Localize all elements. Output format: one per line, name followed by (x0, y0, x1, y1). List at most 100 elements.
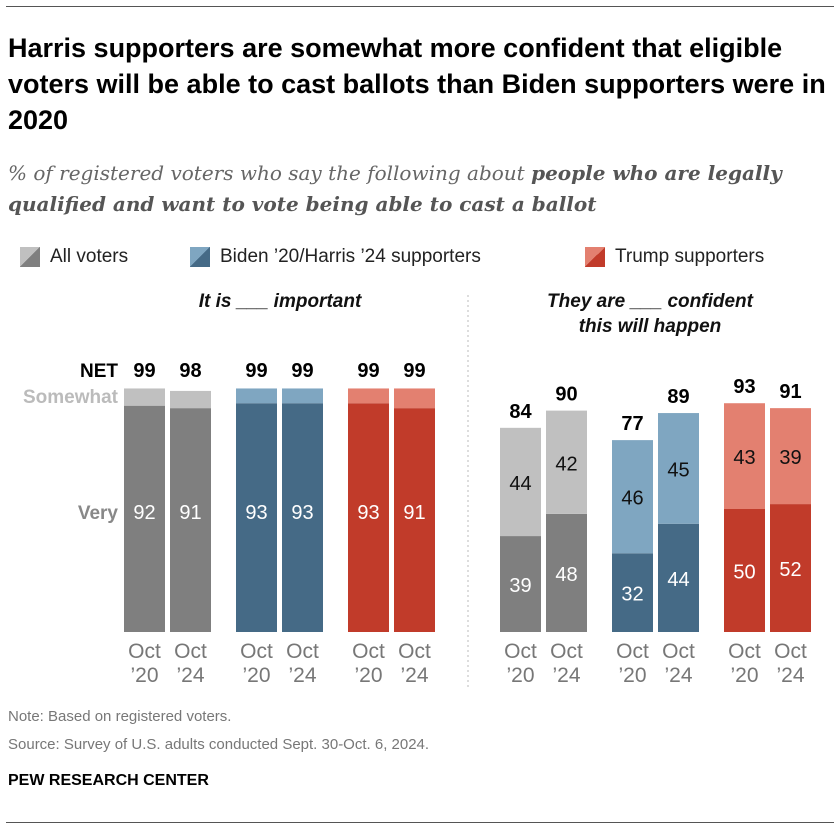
x-tick-label: Oct (286, 640, 319, 663)
bar-very (612, 553, 653, 632)
label-somewhat: 46 (621, 488, 643, 510)
label-very: 92 (133, 502, 155, 524)
label-very: 91 (179, 502, 201, 524)
legend-all-voters: All voters (20, 246, 128, 268)
x-tick-label: ’20 (130, 664, 158, 687)
legend-swatch (20, 247, 40, 267)
bar-somewhat (394, 388, 435, 409)
label-very: 93 (357, 502, 379, 524)
panel-title: They are ___ confident (547, 291, 754, 312)
label-net: 98 (179, 360, 201, 382)
x-tick-label: ’24 (288, 664, 316, 687)
x-tick-label: ’24 (552, 664, 580, 687)
label-net: 93 (733, 376, 755, 398)
bar-somewhat (658, 413, 699, 524)
label-net: 91 (779, 381, 801, 403)
bar-very (770, 504, 811, 632)
x-tick-label: Oct (174, 640, 207, 663)
x-tick-label: Oct (616, 640, 649, 663)
panel-title: It is ___ important (199, 291, 362, 312)
bar-somewhat (500, 427, 541, 537)
x-tick-label: ’20 (242, 664, 270, 687)
note: Note: Based on registered voters. (8, 708, 232, 725)
x-tick-label: Oct (662, 640, 695, 663)
x-tick-label: ’20 (730, 664, 758, 687)
bar-very (658, 523, 699, 632)
legend-label: Trump supporters (615, 246, 765, 267)
subtitle-plain: % of registered voters who say the follo… (8, 161, 532, 185)
label-very: 50 (733, 562, 755, 584)
label-very: 93 (291, 502, 313, 524)
legend-biden-harris: Biden ’20/Harris ’24 supporters (190, 246, 481, 268)
label-net: 99 (245, 360, 267, 382)
legend-label: Biden ’20/Harris ’24 supporters (220, 246, 481, 267)
label-very: 93 (245, 502, 267, 524)
label-net: 99 (403, 360, 425, 382)
chart-title: Harris supporters are somewhat more conf… (8, 33, 826, 135)
chart-subtitle: % of registered voters who say the follo… (8, 158, 828, 220)
bar-very (124, 405, 165, 632)
bar-somewhat (124, 388, 165, 406)
bar-somewhat (724, 403, 765, 509)
bar-very (282, 403, 323, 632)
bar-very (170, 408, 211, 632)
x-tick-label: Oct (728, 640, 761, 663)
source: Source: Survey of U.S. adults conducted … (8, 736, 430, 753)
bar-somewhat (170, 390, 211, 409)
top-rule (6, 6, 834, 7)
label-somewhat: 43 (733, 447, 755, 469)
bar-very (500, 536, 541, 632)
bar-very (236, 403, 277, 632)
bar-somewhat (770, 408, 811, 505)
x-tick-label: Oct (398, 640, 431, 663)
x-tick-label: ’24 (176, 664, 204, 687)
x-tick-label: Oct (128, 640, 161, 663)
label-somewhat: 44 (509, 473, 531, 495)
bar-somewhat (236, 388, 277, 404)
bar-very (348, 403, 389, 632)
x-tick-label: Oct (504, 640, 537, 663)
row-label-very: Very (78, 503, 119, 524)
label-net: 99 (133, 360, 155, 382)
label-very: 91 (403, 502, 425, 524)
label-very: 48 (555, 564, 577, 586)
x-tick-label: ’24 (664, 664, 692, 687)
bar-somewhat (612, 440, 653, 554)
label-net: 90 (555, 384, 577, 406)
x-tick-label: ’24 (776, 664, 804, 687)
brand-logo-text: PEW RESEARCH CENTER (8, 772, 209, 789)
chart-area: It is ___ important9299Oct’209198Oct’249… (23, 291, 811, 690)
x-tick-label: Oct (550, 640, 583, 663)
bar-very (724, 509, 765, 632)
bottom-rule (6, 822, 834, 823)
legend-label: All voters (50, 246, 129, 267)
label-very: 52 (779, 559, 801, 581)
label-net: 99 (291, 360, 313, 382)
x-tick-label: Oct (774, 640, 807, 663)
subtitle-bold: people who are legally qualified and wan… (8, 161, 782, 216)
label-somewhat: 45 (667, 459, 689, 481)
x-tick-label: ’20 (618, 664, 646, 687)
legend-swatch (585, 247, 605, 267)
bar-somewhat (546, 410, 587, 514)
label-net: 84 (509, 401, 532, 423)
label-somewhat: 42 (555, 453, 577, 475)
panel-title: this will happen (579, 316, 722, 337)
legend-swatch (190, 247, 210, 267)
label-very: 44 (667, 569, 689, 591)
label-very: 39 (509, 575, 531, 597)
x-tick-label: ’24 (400, 664, 428, 687)
x-tick-label: Oct (352, 640, 385, 663)
x-tick-label: ’20 (506, 664, 534, 687)
bar-somewhat (282, 388, 323, 404)
label-net: 77 (621, 413, 643, 435)
bar-very (394, 408, 435, 632)
x-tick-label: ’20 (354, 664, 382, 687)
label-somewhat: 39 (779, 447, 801, 469)
label-very: 32 (621, 584, 643, 606)
row-label-net: NET (80, 361, 118, 382)
label-net: 89 (667, 386, 689, 408)
bar-very (546, 513, 587, 632)
x-tick-label: Oct (240, 640, 273, 663)
